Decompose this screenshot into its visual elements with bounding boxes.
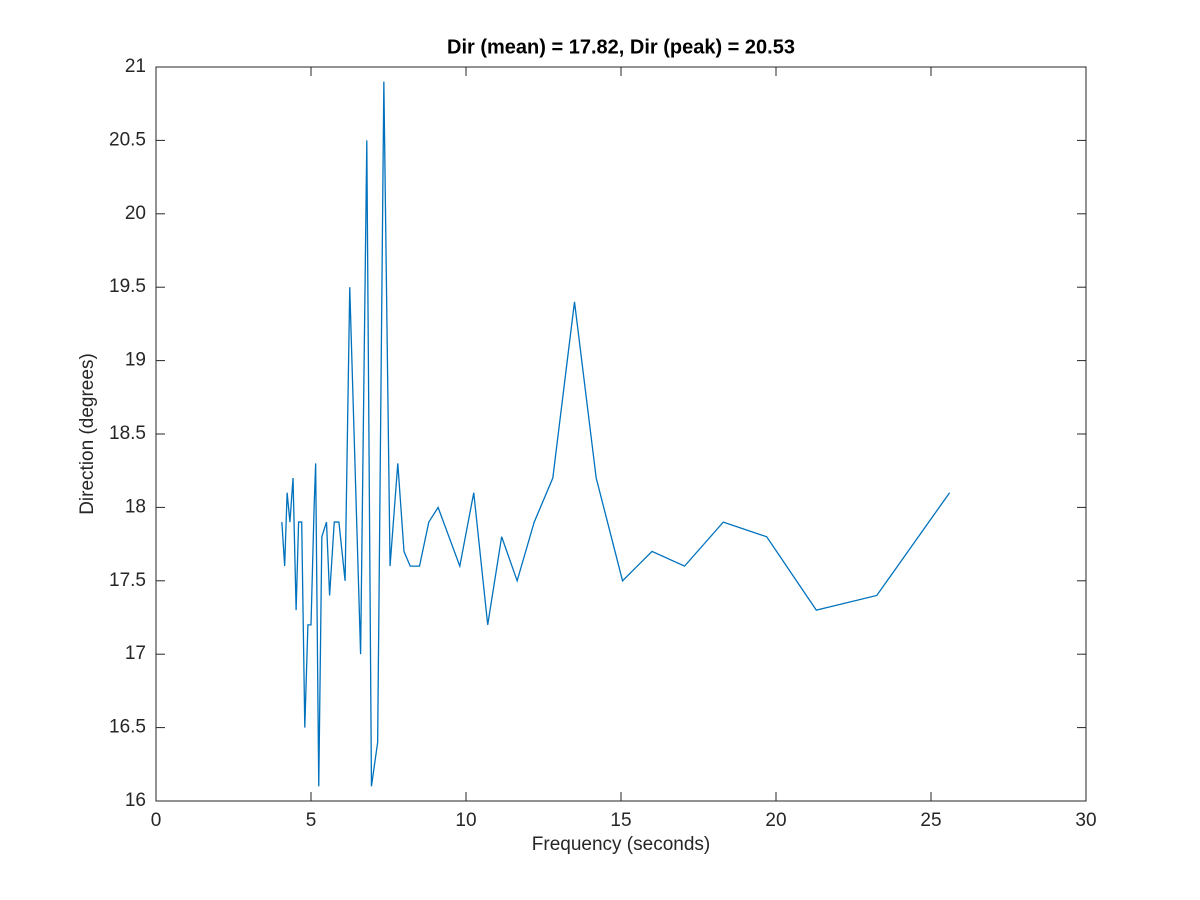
x-axis-label: Frequency (seconds) (532, 834, 710, 855)
y-axis-label: Direction (degrees) (77, 353, 98, 515)
x-tick-label: 0 (151, 810, 162, 831)
y-tick-label: 16 (125, 790, 146, 811)
x-tick-label: 10 (455, 810, 476, 831)
y-tick-label: 18.5 (109, 423, 146, 444)
x-tick-label: 30 (1075, 810, 1096, 831)
x-tick-label: 25 (920, 810, 941, 831)
y-tick-label: 17.5 (109, 570, 146, 591)
y-tick-label: 17 (125, 643, 146, 664)
y-tick-label: 20.5 (109, 129, 146, 150)
y-tick-label: 21 (125, 56, 146, 77)
y-tick-label: 16.5 (109, 717, 146, 738)
x-tick-label: 15 (610, 810, 631, 831)
chart-title: Dir (mean) = 17.82, Dir (peak) = 20.53 (447, 36, 795, 58)
x-tick-label: 5 (306, 810, 317, 831)
x-tick-label: 20 (765, 810, 786, 831)
y-tick-label: 19 (125, 350, 146, 371)
data-line (281, 81, 951, 787)
y-tick-label: 19.5 (109, 276, 146, 297)
y-tick-label: 18 (125, 496, 146, 517)
y-tick-label: 20 (125, 203, 146, 224)
